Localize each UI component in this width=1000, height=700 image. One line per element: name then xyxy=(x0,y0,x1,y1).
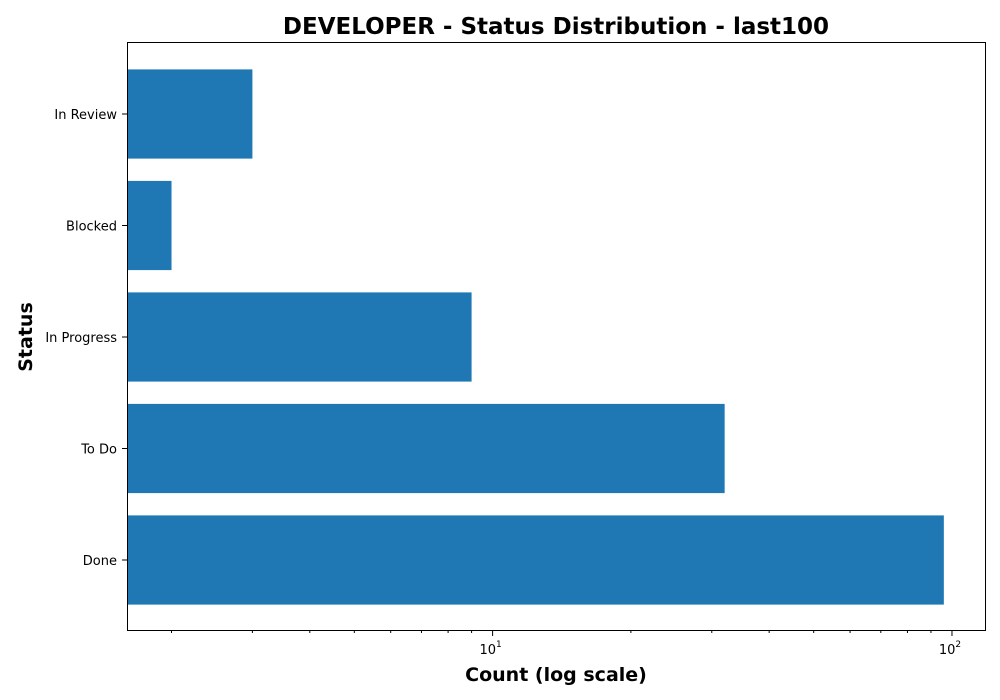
bar-done xyxy=(127,515,944,605)
y-tick-label-to-do: To Do xyxy=(80,443,117,458)
x-tick-label: 101 xyxy=(479,640,501,658)
bar-in-progress xyxy=(127,292,472,382)
plot-area: Done To Do In Progress Blocked In Review 101 1… xyxy=(45,69,961,658)
plot-frame xyxy=(127,42,986,631)
y-tick-label-done: Done xyxy=(83,554,117,569)
x-axis-label: Count (log scale) xyxy=(465,664,647,686)
bar-in-review xyxy=(127,69,253,159)
bar-to-do xyxy=(127,403,725,494)
y-tick-label-in-progress: In Progress xyxy=(45,331,117,346)
chart-title: DEVELOPER - Status Distribution - last10… xyxy=(283,14,829,40)
x-tick-label: 102 xyxy=(939,640,961,658)
y-axis-label: Status xyxy=(15,302,37,372)
bar-blocked xyxy=(127,180,172,271)
y-tick-label-blocked: Blocked xyxy=(66,220,117,235)
y-tick-label-in-review: In Review xyxy=(54,108,117,123)
